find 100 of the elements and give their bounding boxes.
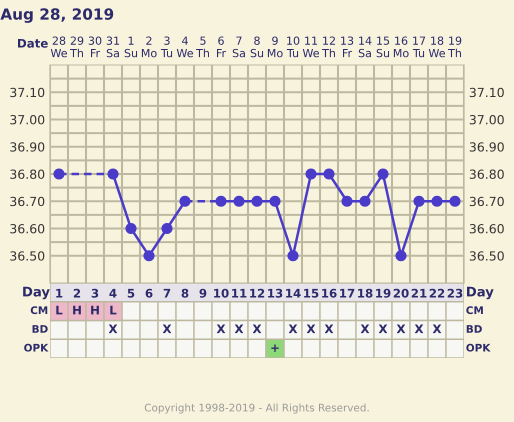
- x2-tick-label: 29 Th: [70, 36, 84, 58]
- y-tick-label: 36.60: [10, 224, 44, 234]
- point: [215, 196, 227, 207]
- text: X: [108, 324, 118, 334]
- x2-tick-label: 5 Th: [196, 36, 209, 58]
- point: [431, 196, 443, 207]
- y2-tick-label: 36.50: [470, 251, 504, 261]
- point: [233, 196, 245, 207]
- x-tick-label: 14: [286, 288, 301, 298]
- y-tick-label: 37.00: [10, 114, 44, 124]
- x-tick-label: 2: [74, 288, 80, 298]
- category-label: CM: [30, 306, 48, 314]
- text: X: [396, 324, 406, 334]
- point: [107, 168, 119, 180]
- x2-tick-label: 8 Su: [250, 36, 264, 58]
- text: H: [73, 306, 81, 314]
- x2-tick-label: 15 Su: [376, 36, 390, 58]
- x-tick-label: 19: [376, 288, 390, 298]
- text: X: [432, 324, 442, 334]
- category-label: BD: [466, 325, 482, 333]
- y-tick-label: 36.90: [10, 142, 44, 152]
- point: [449, 196, 461, 207]
- point: [359, 196, 371, 207]
- x2-tick-label: 3 Tu: [160, 36, 172, 58]
- x2-tick-label: 10 Tu: [286, 36, 300, 58]
- point: [377, 168, 389, 180]
- text: X: [288, 324, 298, 334]
- x2-axis-title: Date: [18, 38, 48, 48]
- x-tick-label: 6: [146, 288, 152, 298]
- point: [395, 250, 407, 262]
- text: X: [378, 324, 388, 334]
- y2-tick-label: 36.60: [470, 224, 504, 234]
- x-tick-label: 22: [430, 288, 444, 298]
- y-tick-label: 36.50: [10, 251, 44, 261]
- x2-tick-label: 17 Tu: [412, 36, 426, 58]
- text: +: [271, 344, 279, 352]
- x-tick-label: 15: [304, 288, 318, 298]
- text: Day: [467, 286, 494, 300]
- x2-tick-label: 18 We: [428, 36, 445, 58]
- point: [161, 222, 173, 234]
- text: X: [252, 324, 262, 334]
- x2-tick-label: 28 We: [50, 36, 67, 58]
- y2-tick-label: 36.70: [470, 196, 504, 206]
- category-label: OPK: [466, 344, 491, 352]
- category-label: OPK: [24, 344, 49, 352]
- point: [323, 168, 335, 180]
- text: X: [414, 324, 424, 334]
- text: L: [110, 306, 116, 314]
- x-tick-label: 17: [340, 288, 354, 298]
- x-tick-label: 11: [232, 288, 246, 298]
- y-tick-label: 36.70: [10, 196, 44, 206]
- x2-tick-label: 6 Fr: [217, 36, 226, 58]
- x-tick-label: 10: [214, 288, 229, 298]
- point: [53, 168, 65, 180]
- point: [251, 196, 263, 207]
- x-tick-label: 9: [200, 288, 206, 298]
- chart-title: Aug 28, 2019: [0, 8, 114, 23]
- text: X: [306, 324, 316, 334]
- x2-tick-label: 14 Sa: [358, 36, 372, 58]
- point: [269, 196, 281, 207]
- x2-tick-label: 30 Fr: [88, 36, 102, 58]
- x-tick-label: 7: [164, 288, 170, 298]
- x-tick-label: 23: [448, 288, 462, 298]
- point: [125, 222, 137, 234]
- x-tick-label: 4: [109, 288, 117, 298]
- x-tick-label: 8: [182, 288, 188, 298]
- y2-tick-label: 36.90: [470, 142, 504, 152]
- text: X: [324, 324, 334, 334]
- text: X: [360, 324, 370, 334]
- y2-tick-label: 37.10: [470, 88, 504, 98]
- x-tick-label: 3: [92, 288, 98, 298]
- x-axis-title: Day: [23, 286, 50, 300]
- text: Copyright 1998-2019 - All Rights Reserved.: [144, 403, 369, 414]
- x2-tick-label: 16 Mo: [394, 36, 409, 58]
- x-tick-label: 13: [268, 288, 282, 298]
- point: [413, 196, 425, 207]
- point: [341, 196, 353, 207]
- x2-tick-label: 1 Su: [124, 36, 138, 58]
- text: L: [56, 306, 62, 314]
- text: H: [91, 306, 99, 314]
- x-tick-label: 18: [358, 288, 372, 298]
- x2-tick-label: 2 Mo: [142, 36, 157, 58]
- y-tick-label: 37.10: [10, 88, 44, 98]
- x2-tick-label: 12 Th: [322, 36, 335, 58]
- point: [143, 250, 155, 262]
- y2-tick-label: 37.00: [470, 114, 504, 124]
- x-tick-label: 1: [56, 288, 62, 298]
- point: [179, 196, 191, 207]
- x2-tick-label: 4 We: [176, 36, 193, 58]
- text: X: [162, 324, 172, 334]
- x2-tick-label: 13 Fr: [341, 36, 354, 58]
- x2-tick-label: 9 Mo: [268, 36, 283, 58]
- text: X: [216, 324, 226, 334]
- point: [305, 168, 317, 180]
- x2-tick-label: 31 Sa: [106, 36, 120, 58]
- x-tick-label: 12: [250, 288, 264, 298]
- category-label: BD: [32, 325, 48, 333]
- x2-tick-label: 19 Th: [448, 36, 462, 58]
- point: [287, 250, 299, 262]
- x2-tick-label: 7 Sa: [232, 36, 245, 58]
